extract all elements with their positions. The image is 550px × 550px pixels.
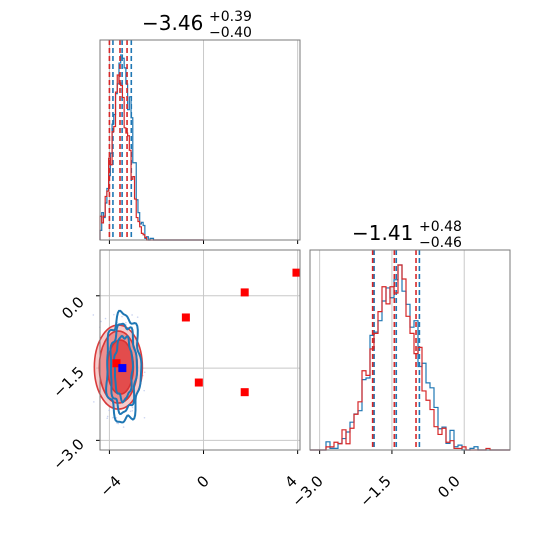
sample-point [106,415,109,418]
sample-point [104,317,107,320]
sample-point [131,409,134,412]
sample-point [100,320,102,323]
param2-title-lower: −0.46 [419,235,462,251]
sample-point [112,416,114,419]
sample-point [143,389,145,392]
sample-point [106,417,108,420]
sample-point [136,316,139,318]
sample-point [122,426,125,428]
param1-histogram-panel [99,39,301,244]
red-marker [181,313,190,322]
sample-point [121,315,123,318]
param1-title-upper: +0.39 [209,9,252,25]
red-marker [240,288,249,297]
red-marker [240,388,249,397]
sample-point [129,410,132,413]
y-tick-label-param2: 0.0 [58,293,88,323]
panel-frame [99,39,301,241]
contour-blue [109,322,139,416]
joint-scatter-panel [92,249,301,454]
sample-point [93,401,95,403]
red-marker [112,359,121,368]
sample-point [125,321,127,324]
sample-point [115,417,118,419]
param1-title-lower: −0.40 [209,25,252,41]
red-marker [292,268,301,277]
y-tick-label-param2: −3.0 [49,435,87,473]
panel-background [100,40,300,240]
sample-point [92,314,95,316]
sample-point [117,422,120,425]
panel-frame [99,249,301,451]
panel-background [310,250,510,450]
sample-point [113,313,115,316]
sample-point [108,409,110,412]
sample-point [143,371,146,374]
param2-title-value: −1.41 [352,221,413,245]
param2-histogram-red [310,264,510,451]
param1-title-value: −3.46 [142,11,203,35]
y-tick-label-param2: −1.5 [49,363,87,401]
x-tick-label-param1: 0 [193,472,212,491]
x-tick-label-param1: −4 [96,472,124,500]
sample-point [131,406,134,409]
param2-title-upper: +0.48 [419,219,462,235]
x-tick-label-param2: 0.0 [434,472,464,502]
panel-frame [309,249,511,451]
contour-blue [113,334,135,404]
red-marker [194,378,203,387]
contour-blue [105,309,143,424]
x-tick-label-param2: −3.0 [288,472,326,510]
blue-marker [118,364,127,373]
param2-histogram-panel [309,249,511,454]
sample-point [143,416,146,419]
x-tick-label-param2: −1.5 [356,472,394,510]
sample-point [131,314,133,316]
